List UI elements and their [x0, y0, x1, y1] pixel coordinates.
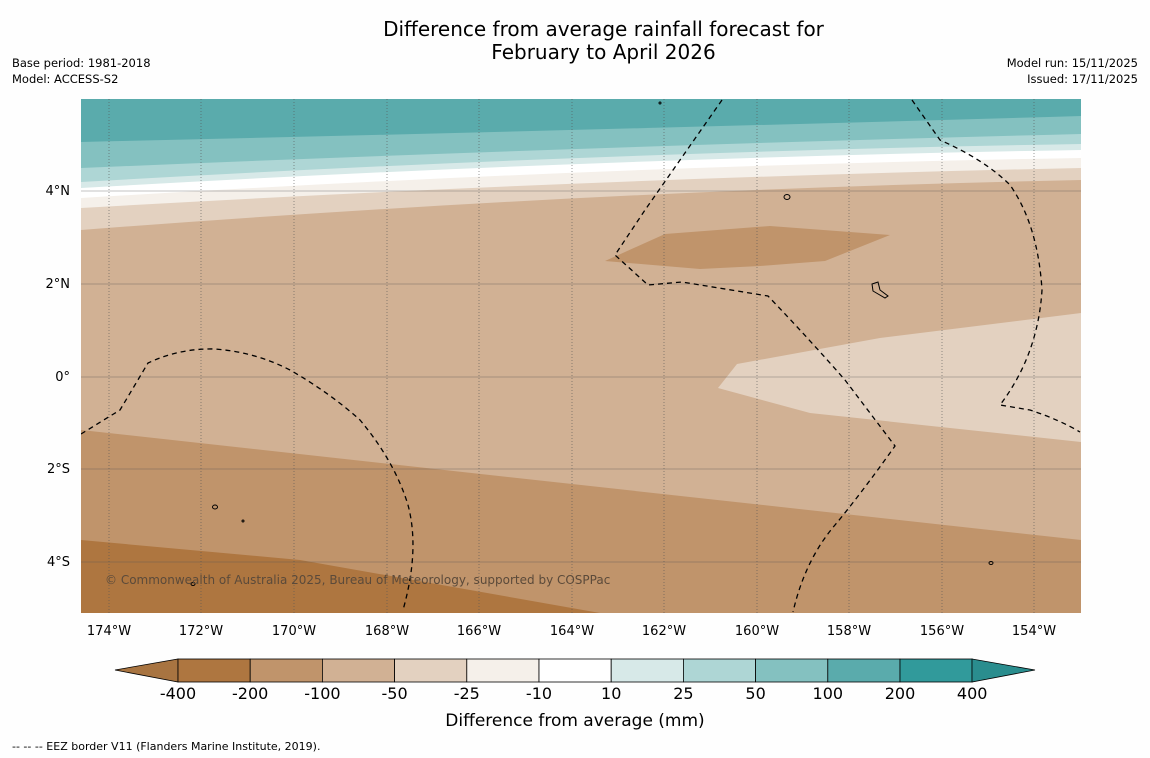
colorbar-cell: [683, 658, 757, 683]
colorbar-cell: [610, 658, 684, 683]
eez-border-central: [614, 99, 896, 613]
band-minus200-400-south: [81, 540, 600, 613]
colorbar-tick-label: 200: [885, 684, 916, 703]
colorbar-cell: [394, 658, 468, 683]
colorbar-cells: [177, 658, 973, 683]
colorbar-tick-label: -25: [454, 684, 480, 703]
colorbar-tick-label: 50: [745, 684, 765, 703]
lon-label-166w: 166°W: [457, 624, 501, 639]
latitude-labels: 4°N 2°N 0° 2°S 4°S: [46, 184, 71, 570]
title-line-2: February to April 2026: [491, 40, 716, 64]
title-line-1: Difference from average rainfall forecas…: [383, 17, 824, 41]
colorbar-cell: [177, 658, 251, 683]
lon-label-156w: 156°W: [920, 624, 964, 639]
colorbar-title: Difference from average (mm): [445, 711, 704, 731]
colorbar-tick-label: 400: [957, 684, 988, 703]
colorbar-tick-label: 25: [673, 684, 693, 703]
colorbar-tick-labels: -400 -200 -100 -50 -25 -10 10 25 50 100 200 400: [160, 684, 988, 703]
colorbar-tick-label: -50: [382, 684, 408, 703]
lon-label-164w: 164°W: [550, 624, 594, 639]
model-run: Model run: 15/11/2025: [1006, 56, 1138, 70]
colorbar-cell: [249, 658, 323, 683]
island-5: [658, 101, 662, 105]
island-3: [190, 582, 196, 586]
island-1: [783, 194, 791, 200]
lon-label-162w: 162°W: [642, 624, 686, 639]
meta-right: Model run: 15/11/2025 Issued: 17/11/2025: [1007, 55, 1138, 87]
colorbar-tick-label: -400: [160, 684, 196, 703]
lat-label-0: 0°: [55, 370, 70, 385]
colorbar-cell: [538, 658, 612, 683]
wedge-light-east: [718, 313, 1081, 442]
lon-label-170w: 170°W: [272, 624, 316, 639]
colorbar-cell: [899, 658, 973, 683]
colorbar-arrow-low: [114, 658, 179, 683]
eez-borders: [81, 99, 1081, 613]
base-period: Base period: 1981-2018: [12, 56, 151, 70]
colorbar-arrow-high: [971, 658, 1036, 683]
lon-label-154w: 154°W: [1012, 624, 1056, 639]
map-plot-area: © Commonwealth of Australia 2025, Bureau…: [81, 99, 1081, 613]
gridlines: [81, 99, 1081, 613]
lat-label-4s: 4°S: [47, 555, 70, 570]
lon-label-174w: 174°W: [87, 624, 131, 639]
eez-border-east: [911, 99, 1081, 433]
colorbar-tick-label: -200: [232, 684, 268, 703]
colorbar-cell: [827, 658, 901, 683]
colorbar-tick-label: -10: [526, 684, 552, 703]
eez-border-west: [81, 348, 414, 611]
lat-label-2n: 2°N: [46, 277, 71, 292]
island-6: [241, 519, 245, 523]
patch-dry-north: [605, 226, 890, 269]
lat-label-4n: 4°N: [46, 184, 71, 199]
colorbar-tick-label: 100: [813, 684, 844, 703]
island-4: [988, 561, 994, 565]
colorbar-legend: -400 -200 -100 -50 -25 -10 10 25 50 100 200 400 Dif…: [114, 658, 1036, 731]
longitude-labels: 174°W 172°W 170°W 168°W 166°W 164°W 162°…: [87, 624, 1056, 639]
island-2: [212, 504, 218, 510]
colorbar-cell: [466, 658, 540, 683]
colorbar-cell: [321, 658, 395, 683]
issued-date: Issued: 17/11/2025: [1027, 72, 1138, 86]
islands: [190, 101, 994, 586]
lon-label-168w: 168°W: [365, 624, 409, 639]
lon-label-158w: 158°W: [827, 624, 871, 639]
lon-label-172w: 172°W: [179, 624, 223, 639]
colorbar-cell: [755, 658, 829, 683]
island-kiritimati: [871, 281, 889, 299]
colorbar-tick-label: 10: [601, 684, 621, 703]
eez-footnote: -- -- -- EEZ border V11 (Flanders Marine…: [12, 740, 321, 753]
meta-left: Base period: 1981-2018 Model: ACCESS-S2: [12, 55, 151, 87]
band-plus100-200-north: [81, 99, 1081, 142]
model-name: Model: ACCESS-S2: [12, 72, 119, 86]
copyright-text: © Commonwealth of Australia 2025, Bureau…: [105, 573, 610, 587]
chart-title: Difference from average rainfall forecas…: [0, 18, 1150, 64]
lon-label-160w: 160°W: [735, 624, 779, 639]
lat-label-2s: 2°S: [47, 462, 70, 477]
colorbar-tick-label: -100: [304, 684, 340, 703]
